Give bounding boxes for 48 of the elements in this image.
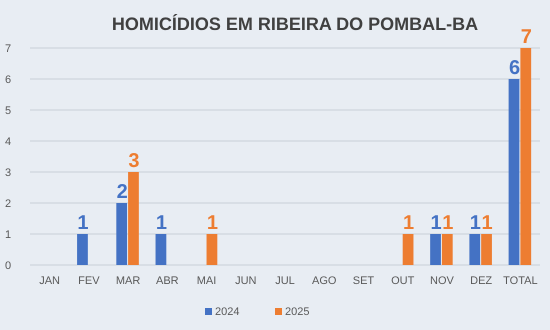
y-tick-label: 7	[4, 43, 12, 55]
bar	[128, 172, 139, 265]
data-label: 1	[206, 212, 218, 234]
data-label: 6	[508, 57, 520, 79]
x-tick-label: AGO	[312, 275, 337, 287]
x-tick-label: MAI	[196, 275, 216, 287]
data-label: 1	[470, 212, 481, 234]
x-tick-label: JUL	[275, 275, 295, 287]
legend-label: 2024	[215, 306, 240, 318]
bar	[508, 79, 520, 265]
bar	[402, 234, 414, 265]
data-label: 1	[442, 212, 454, 234]
data-label: 1	[77, 212, 89, 234]
x-tick-label: DEZ	[470, 275, 492, 287]
legend-label: 2025	[285, 306, 310, 318]
x-tick-label: FEV	[78, 275, 100, 287]
x-tick-label: OUT	[391, 275, 415, 287]
bar	[520, 48, 532, 265]
data-label: 1	[430, 212, 442, 234]
bar	[77, 234, 88, 265]
y-tick-label: 2	[4, 198, 12, 210]
bar	[481, 234, 492, 265]
x-tick-label: JAN	[39, 275, 60, 287]
chart-title: HOMICÍDIOS EM RIBEIRA DO POMBAL-BA	[112, 14, 478, 34]
y-tick-label: 5	[4, 105, 12, 117]
bar	[469, 234, 480, 265]
data-label: 7	[520, 26, 532, 48]
bar	[116, 203, 128, 265]
bar	[206, 234, 218, 265]
x-tick-label: NOV	[430, 275, 454, 287]
x-tick-label: JUN	[235, 275, 257, 287]
data-label: 1	[403, 212, 414, 234]
y-tick-label: 0	[4, 260, 12, 272]
x-tick-label: MAR	[116, 275, 140, 287]
y-tick-label: 1	[4, 229, 12, 241]
x-tick-label: ABR	[156, 275, 179, 287]
data-label: 1	[156, 212, 167, 234]
x-tick-label: TOTAL	[503, 275, 538, 287]
y-tick-label: 4	[4, 136, 12, 148]
data-label: 2	[116, 181, 128, 203]
x-tick-label: SET	[352, 275, 374, 287]
bar	[430, 234, 441, 265]
y-tick-label: 3	[4, 167, 12, 179]
bar	[156, 234, 166, 265]
y-tick-label: 6	[4, 74, 12, 86]
bar	[442, 234, 453, 265]
data-label: 3	[128, 150, 140, 172]
data-label: 1	[481, 212, 493, 234]
